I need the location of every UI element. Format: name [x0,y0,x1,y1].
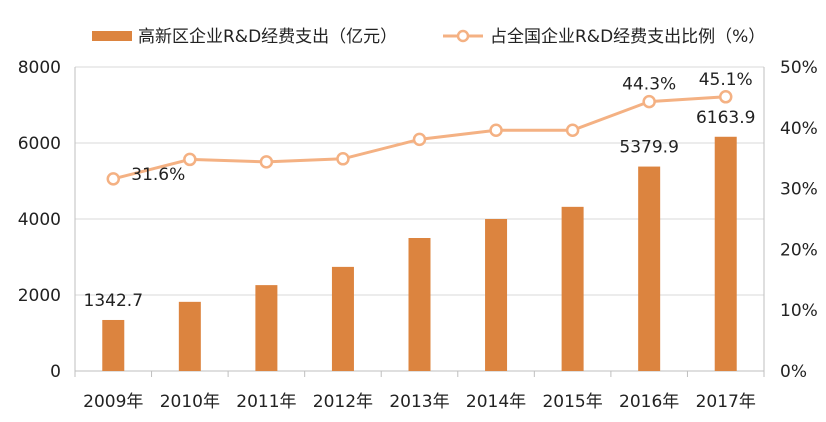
y-right-tick-label: 20% [780,240,818,260]
y-right-tick-label: 30% [780,180,818,200]
y-right-tick-label: 40% [780,119,818,139]
bar [255,285,278,371]
bar [638,166,661,371]
line-point [183,152,197,167]
y-right-tick-label: 0% [780,362,807,382]
line-point [642,94,656,109]
x-tick-label: 2012年 [313,392,373,412]
bar [178,301,201,371]
y-left-tick-label: 6000 [18,134,61,154]
x-tick-label: 2014年 [466,392,526,412]
data-labels: 1342.7 5379.9 6163.9 31.6% 44.3% 45.1% [84,70,756,311]
line-point [718,90,733,104]
y-left-tick-label: 0 [50,362,61,382]
bar-data-label: 1342.7 [84,291,143,311]
line-point [565,123,580,137]
x-tick-label: 2009年 [83,392,143,412]
bar-data-label: 6163.9 [696,108,755,128]
line-data-label: 45.1% [699,70,753,90]
x-tick-label: 2013年 [389,392,449,412]
bar [561,206,584,371]
x-tick-label: 2016年 [619,392,679,412]
x-tick-label: 2015年 [542,392,602,412]
line-series [106,90,733,186]
legend-line-label: 占全国企业R&D经费支出比例（%） [490,27,765,47]
bar [102,319,125,371]
bar-data-label: 5379.9 [619,138,678,158]
line-point [336,152,350,166]
y-right-tick-label: 10% [780,301,818,321]
legend: 高新区企业R&D经费支出（亿元） 占全国企业R&D经费支出比例（%） [92,27,765,47]
line-point [412,132,427,147]
bar [331,266,354,371]
x-tick-label: 2011年 [236,392,296,412]
legend-bar-swatch [92,31,132,41]
y-left-tick-label: 4000 [18,210,61,230]
legend-bar-label: 高新区企业R&D经费支出（亿元） [138,27,397,47]
legend-line-marker [456,29,470,43]
bar-series [102,136,737,371]
y-right-tick-label: 50% [780,58,818,78]
line-data-label: 44.3% [622,75,676,95]
bar [485,219,508,371]
line-data-label: 31.6% [131,165,185,185]
y-left-tick-label: 2000 [18,286,61,306]
bar [714,136,737,371]
bar [408,238,431,371]
line-point [106,172,121,186]
line-point [259,155,274,169]
axes: 0 2000 4000 6000 8000 0% 10% 20% 30% 40% 50% 2009年 2… [18,58,818,412]
y-left-tick-label: 8000 [18,58,61,78]
x-tick-label: 2017年 [696,392,756,412]
line-point [489,123,503,137]
x-tick-label: 2010年 [160,392,220,412]
